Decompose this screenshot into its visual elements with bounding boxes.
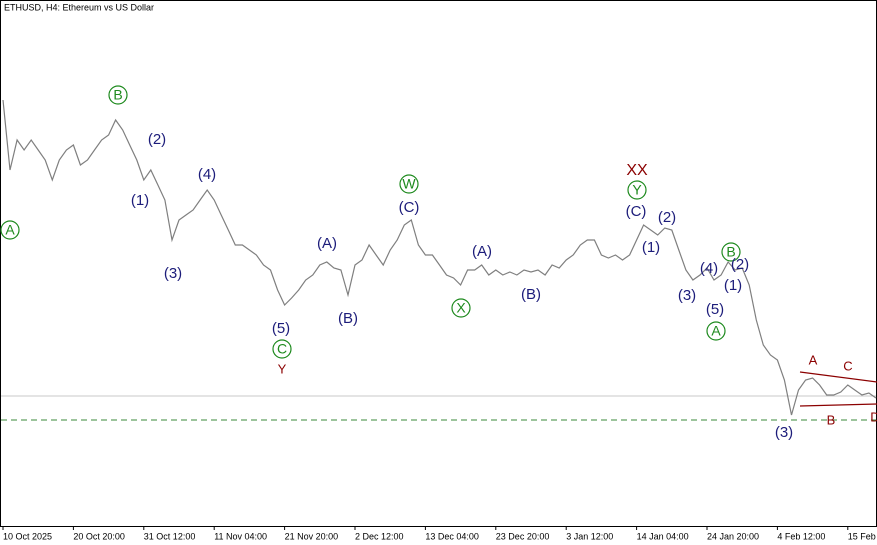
wave-label: Y (278, 361, 287, 376)
wave-label: (4) (700, 260, 718, 277)
wave-label: A (809, 352, 818, 367)
wave-label: Y (632, 182, 642, 198)
wave-label: (5) (706, 301, 724, 318)
x-tick-label: 31 Oct 12:00 (144, 531, 196, 541)
wave-label: (1) (724, 277, 742, 294)
chart-title: ETHUSD, H4: Ethereum vs US Dollar (4, 2, 154, 12)
x-tick-label: 3 Jan 12:00 (566, 531, 613, 541)
wave-label: (2) (148, 131, 166, 148)
x-tick-label: 2 Dec 12:00 (355, 531, 404, 541)
wave-label: X (456, 300, 466, 316)
wave-circle (721, 242, 741, 262)
triangle-lower (799, 403, 877, 407)
x-tick-label: 23 Dec 20:00 (496, 531, 550, 541)
wave-label: (A) (472, 243, 492, 260)
wave-label: C (843, 358, 852, 373)
price-line (2, 99, 877, 416)
wave-label: (C) (626, 203, 647, 220)
wave-label: (1) (642, 239, 660, 256)
wave-circle (108, 85, 128, 105)
wave-label: (B) (521, 286, 541, 303)
wave-label: C (277, 341, 287, 357)
wave-label: (2) (731, 256, 749, 273)
wave-circle (272, 339, 292, 359)
wave-label: (5) (272, 320, 290, 337)
wave-label: (3) (164, 265, 182, 282)
wave-circle (706, 321, 726, 341)
wave-circle (627, 180, 647, 200)
wave-circle (451, 298, 471, 318)
wave-label: (3) (775, 424, 793, 441)
wave-label: B (726, 244, 735, 260)
wave-label: (3) (678, 287, 696, 304)
x-tick-label: 20 Oct 20:00 (73, 531, 125, 541)
wave-label: (B) (338, 310, 358, 327)
x-tick-label: 15 Feb (848, 531, 876, 541)
x-tick-label: 11 Nov 04:00 (214, 531, 267, 541)
wave-label: A (711, 323, 721, 339)
wave-label: XX (626, 162, 648, 179)
wave-label: (4) (198, 166, 216, 183)
wave-label: (2) (658, 209, 676, 226)
wave-label: (A) (317, 235, 337, 252)
wave-label: (1) (131, 192, 149, 209)
x-tick-label: 14 Jan 04:00 (637, 531, 689, 541)
wave-circle (399, 174, 419, 194)
wave-label: D (870, 409, 877, 424)
x-tick-label: 4 Feb 12:00 (777, 531, 825, 541)
x-tick-label: 10 Oct 2025 (3, 531, 52, 541)
wave-label: A (5, 222, 15, 238)
wave-label: (C) (399, 199, 420, 216)
x-tick-label: 21 Nov 20:00 (285, 531, 339, 541)
wave-label: B (827, 412, 836, 427)
wave-circle (0, 220, 20, 240)
triangle-upper (799, 371, 877, 383)
x-tick-label: 24 Jan 20:00 (707, 531, 759, 541)
x-tick-label: 13 Dec 04:00 (425, 531, 479, 541)
wave-label: B (113, 87, 122, 103)
wave-label: W (402, 176, 416, 192)
